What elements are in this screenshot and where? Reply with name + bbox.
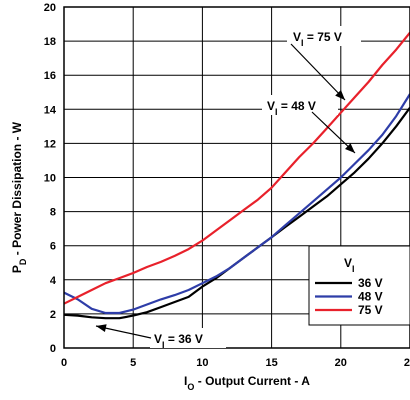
y-tick-label-1: 2 — [50, 309, 56, 321]
annotation-36v-arrow-head — [96, 324, 107, 333]
x-axis-label: IO - Output Current - A — [184, 374, 310, 392]
y-axis-label-rest: - Power Dissipation - W — [10, 121, 24, 258]
annotation-48v-rest: = 48 V — [278, 99, 316, 113]
annotation-48v-arrow-head — [345, 143, 355, 153]
annotation-arrows — [95, 43, 356, 339]
series-lines — [63, 31, 410, 320]
annotation-36v: VI = 36 V — [150, 328, 226, 350]
legend-title-main: V — [344, 256, 352, 270]
annotation-75v-arrow-head — [335, 90, 345, 100]
y-tick-label-3: 6 — [50, 241, 56, 253]
y-tick-label-4: 8 — [50, 207, 56, 219]
y-tick-label-7: 14 — [44, 104, 57, 116]
annotation-75v-sub: I — [301, 38, 304, 48]
legend-label-75v: 75 V — [358, 303, 383, 317]
x-tick-label-1: 5 — [130, 357, 136, 369]
annotation-48v-sub: I — [275, 107, 278, 117]
legend-title-sub: I — [352, 264, 355, 274]
plot-frame — [63, 6, 410, 349]
x-axis-label-sub: O — [187, 382, 194, 392]
x-tick-label-3: 15 — [265, 357, 277, 369]
series-line-48v — [63, 93, 410, 315]
y-tick-label-5: 10 — [44, 173, 56, 185]
legend-title: VI — [344, 256, 355, 274]
legend-label-48v: 48 V — [358, 290, 383, 304]
legend-items: 36 V48 V75 V — [315, 276, 383, 317]
y-tick-label-2: 4 — [50, 275, 57, 287]
y-tick-label-9: 18 — [44, 36, 56, 48]
x-axis-label-rest: - Output Current - A — [194, 374, 310, 388]
y-tick-labels: 0 2 4 6 8 10 12 14 16 18 20 — [44, 2, 57, 355]
legend: VI 36 V48 V75 V — [308, 245, 410, 326]
x-tick-label-4: 20 — [335, 357, 347, 369]
series-line-75v — [63, 31, 410, 305]
annotation-75v-main: V — [293, 30, 301, 44]
annotation-36v-sub: I — [162, 340, 165, 350]
annotation-75v-text: VI = 75 V — [293, 30, 342, 48]
x-tick-labels: 0 5 10 15 20 25 — [61, 357, 410, 369]
x-axis-label-main: I — [184, 374, 187, 388]
y-axis-label: PD - Power Dissipation - W — [10, 121, 28, 273]
y-axis-label-main: P — [10, 265, 24, 273]
annotation-36v-text: VI = 36 V — [154, 332, 203, 350]
y-tick-label-8: 16 — [44, 70, 56, 82]
annotation-48v-text: VI = 48 V — [267, 99, 316, 117]
annotation-75v-rest: = 75 V — [304, 30, 342, 44]
legend-box — [308, 245, 410, 326]
annotation-75v-bg — [287, 26, 361, 46]
x-tick-label-0: 0 — [61, 357, 67, 369]
annotation-36v-bg — [150, 328, 226, 348]
annotation-36v-rest: = 36 V — [165, 332, 203, 346]
annotation-48v: VI = 48 V — [262, 95, 338, 117]
annotation-75v-arrow-shaft — [290, 43, 346, 101]
y-tick-label-6: 12 — [44, 138, 56, 150]
grid-lines — [63, 6, 410, 349]
y-tick-label-10: 20 — [44, 2, 56, 14]
x-tick-label-2: 10 — [196, 357, 208, 369]
y-axis-label-sub: D — [18, 258, 28, 265]
annotation-36v-main: V — [154, 332, 162, 346]
legend-label-36v: 36 V — [358, 276, 383, 290]
y-tick-label-0: 0 — [50, 343, 56, 355]
x-tick-label-5: 25 — [404, 357, 410, 369]
annotation-75v: VI = 75 V — [287, 26, 361, 48]
annotation-48v-main: V — [267, 99, 275, 113]
annotation-48v-bg — [262, 95, 338, 115]
